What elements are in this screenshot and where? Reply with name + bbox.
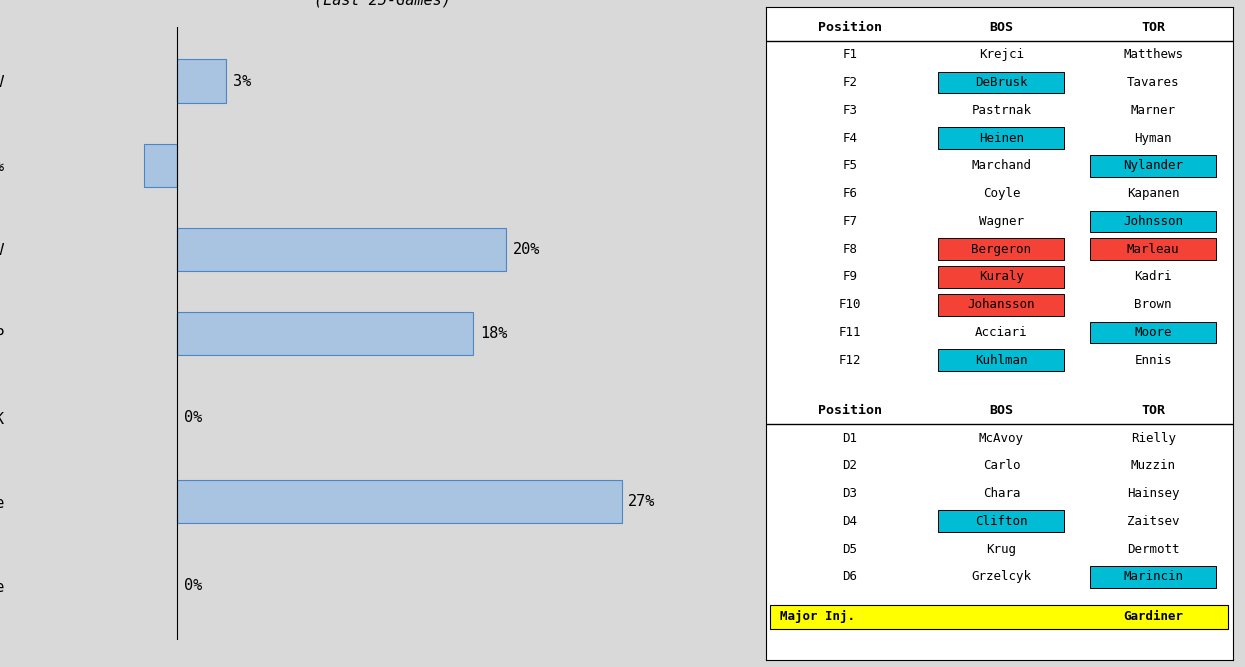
Text: Clifton: Clifton <box>975 515 1027 528</box>
Text: F11: F11 <box>838 326 862 339</box>
Text: Matthews: Matthews <box>1123 48 1183 61</box>
Text: F7: F7 <box>842 215 858 228</box>
Text: Brown: Brown <box>1134 298 1172 311</box>
Text: Krug: Krug <box>986 542 1016 556</box>
Text: Kapanen: Kapanen <box>1127 187 1179 200</box>
Bar <box>939 266 1064 288</box>
Bar <box>1091 566 1216 588</box>
Text: Chara: Chara <box>982 487 1020 500</box>
Text: 3%: 3% <box>233 74 251 89</box>
Text: Marleau: Marleau <box>1127 243 1179 255</box>
Bar <box>177 311 473 356</box>
Text: Heinen: Heinen <box>979 131 1023 145</box>
Text: Zaitsev: Zaitsev <box>1127 515 1179 528</box>
Text: Coyle: Coyle <box>982 187 1020 200</box>
Text: BOS: BOS <box>990 21 1013 33</box>
Bar <box>144 143 177 187</box>
Text: Krejci: Krejci <box>979 48 1023 61</box>
Text: Major Inj.: Major Inj. <box>779 610 854 624</box>
Bar <box>1091 238 1216 260</box>
Bar <box>1091 211 1216 232</box>
Text: Marner: Marner <box>1130 104 1175 117</box>
Bar <box>939 294 1064 315</box>
Text: F3: F3 <box>842 104 858 117</box>
Text: Dermott: Dermott <box>1127 542 1179 556</box>
Text: Wagner: Wagner <box>979 215 1023 228</box>
Text: 20%: 20% <box>513 242 540 257</box>
Text: Bergeron: Bergeron <box>971 243 1031 255</box>
Text: Tavares: Tavares <box>1127 76 1179 89</box>
Text: F10: F10 <box>838 298 862 311</box>
Bar <box>177 480 621 524</box>
Text: Marincin: Marincin <box>1123 570 1183 584</box>
Bar <box>939 238 1064 260</box>
Text: Position: Position <box>818 21 881 33</box>
Text: Muzzin: Muzzin <box>1130 460 1175 472</box>
Text: TOR: TOR <box>1142 21 1165 33</box>
Text: McAvoy: McAvoy <box>979 432 1023 444</box>
Text: Pastrnak: Pastrnak <box>971 104 1031 117</box>
Text: D1: D1 <box>842 432 858 444</box>
Bar <box>1091 155 1216 177</box>
Text: F4: F4 <box>842 131 858 145</box>
Text: Rielly: Rielly <box>1130 432 1175 444</box>
Text: 0%: 0% <box>184 578 202 593</box>
Text: Acciari: Acciari <box>975 326 1027 339</box>
Text: D2: D2 <box>842 460 858 472</box>
Bar <box>771 604 1228 629</box>
Text: 0%: 0% <box>184 410 202 425</box>
Text: Marchand: Marchand <box>971 159 1031 173</box>
Text: 27%: 27% <box>629 494 655 509</box>
Text: Ennis: Ennis <box>1134 354 1172 367</box>
Text: D3: D3 <box>842 487 858 500</box>
Text: Nylander: Nylander <box>1123 159 1183 173</box>
Text: Johnsson: Johnsson <box>1123 215 1183 228</box>
Text: F9: F9 <box>842 271 858 283</box>
Bar <box>939 127 1064 149</box>
Bar <box>1091 321 1216 344</box>
Text: D5: D5 <box>842 542 858 556</box>
Text: Johansson: Johansson <box>967 298 1035 311</box>
Text: F1: F1 <box>842 48 858 61</box>
Bar <box>939 72 1064 93</box>
Text: F2: F2 <box>842 76 858 89</box>
Text: Kuraly: Kuraly <box>979 271 1023 283</box>
Text: Moore: Moore <box>1134 326 1172 339</box>
Text: Gardiner: Gardiner <box>1123 610 1183 624</box>
Text: F6: F6 <box>842 187 858 200</box>
Text: Carlo: Carlo <box>982 460 1020 472</box>
Text: 18%: 18% <box>481 326 507 341</box>
Text: F12: F12 <box>838 354 862 367</box>
Text: TOR: TOR <box>1142 404 1165 417</box>
Text: Hyman: Hyman <box>1134 131 1172 145</box>
Text: DeBrusk: DeBrusk <box>975 76 1027 89</box>
Bar <box>939 510 1064 532</box>
Bar <box>939 350 1064 371</box>
Text: Kadri: Kadri <box>1134 271 1172 283</box>
Text: F8: F8 <box>842 243 858 255</box>
Text: Position: Position <box>818 404 881 417</box>
Text: (Last 25-Games): (Last 25-Games) <box>315 0 451 7</box>
Text: D6: D6 <box>842 570 858 584</box>
Text: BOS: BOS <box>990 404 1013 417</box>
Text: D4: D4 <box>842 515 858 528</box>
Text: F5: F5 <box>842 159 858 173</box>
Text: Hainsey: Hainsey <box>1127 487 1179 500</box>
Bar <box>177 227 507 271</box>
Bar <box>177 59 227 103</box>
Text: Kuhlman: Kuhlman <box>975 354 1027 367</box>
Text: Grzelcyk: Grzelcyk <box>971 570 1031 584</box>
